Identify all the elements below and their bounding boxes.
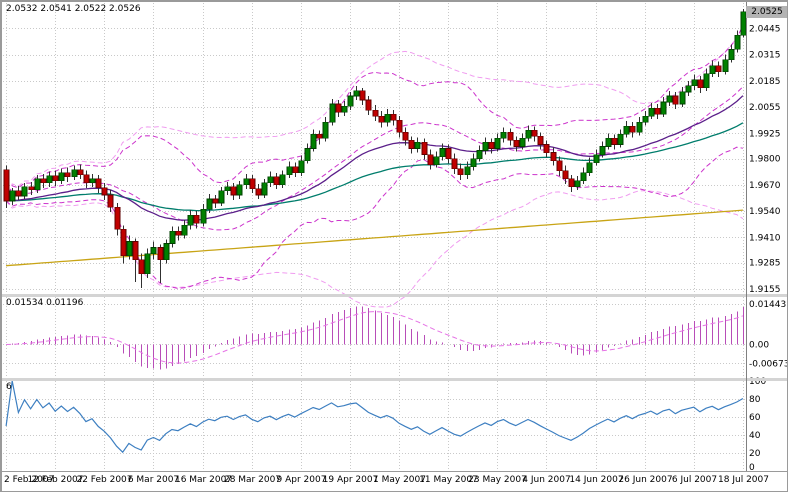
svg-text:0.00: 0.00 [749, 340, 769, 350]
svg-text:1.9285: 1.9285 [749, 259, 781, 269]
svg-text:80: 80 [749, 395, 761, 405]
svg-text:2.0185: 2.0185 [749, 77, 781, 87]
svg-text:2 Feb 2007: 2 Feb 2007 [4, 475, 54, 485]
svg-text:14 Jun 2007: 14 Jun 2007 [569, 475, 623, 485]
svg-text:28 Mar 2007: 28 Mar 2007 [224, 475, 281, 485]
svg-text:0.01443: 0.01443 [749, 300, 786, 310]
svg-text:0: 0 [749, 463, 755, 473]
rsi-value-label: 6 [6, 382, 12, 392]
svg-text:-0.00673: -0.00673 [749, 359, 788, 369]
svg-text:26 Jun 2007: 26 Jun 2007 [618, 475, 672, 485]
svg-text:16 Mar 2007: 16 Mar 2007 [175, 475, 232, 485]
svg-text:2.0055: 2.0055 [749, 103, 781, 113]
svg-text:1.9670: 1.9670 [749, 181, 781, 191]
svg-text:4 Jun 2007: 4 Jun 2007 [522, 475, 570, 485]
svg-text:18 Jul 2007: 18 Jul 2007 [718, 475, 769, 485]
svg-text:22 Feb 2007: 22 Feb 2007 [76, 475, 132, 485]
svg-text:23 May 2007: 23 May 2007 [468, 475, 527, 485]
svg-text:6 Mar 2007: 6 Mar 2007 [128, 475, 179, 485]
svg-text:100: 100 [749, 377, 766, 387]
svg-text:9 Apr 2007: 9 Apr 2007 [277, 475, 327, 485]
svg-text:1.9925: 1.9925 [749, 129, 781, 139]
svg-text:11 May 2007: 11 May 2007 [419, 475, 478, 485]
svg-text:1.9410: 1.9410 [749, 233, 781, 243]
svg-text:20: 20 [749, 449, 761, 459]
macd-value-label: 0.01534 0.01196 [6, 298, 84, 308]
current-price-tag: 2.0525 [746, 6, 787, 19]
svg-text:19 Apr 2007: 19 Apr 2007 [323, 475, 379, 485]
svg-text:1 May 2007: 1 May 2007 [373, 475, 426, 485]
svg-text:2.0445: 2.0445 [749, 24, 781, 34]
svg-text:6 Jul 2007: 6 Jul 2007 [672, 475, 717, 485]
svg-text:12 Feb 2007: 12 Feb 2007 [27, 475, 83, 485]
svg-text:40: 40 [749, 431, 761, 441]
svg-text:1.9800: 1.9800 [749, 155, 781, 165]
svg-text:1.9540: 1.9540 [749, 207, 781, 217]
svg-text:1.9155: 1.9155 [749, 285, 781, 295]
ohlc-quote: 2.0532 2.0541 2.0522 2.0526 [6, 4, 141, 14]
svg-text:60: 60 [749, 413, 761, 423]
svg-text:2.0315: 2.0315 [749, 51, 781, 61]
